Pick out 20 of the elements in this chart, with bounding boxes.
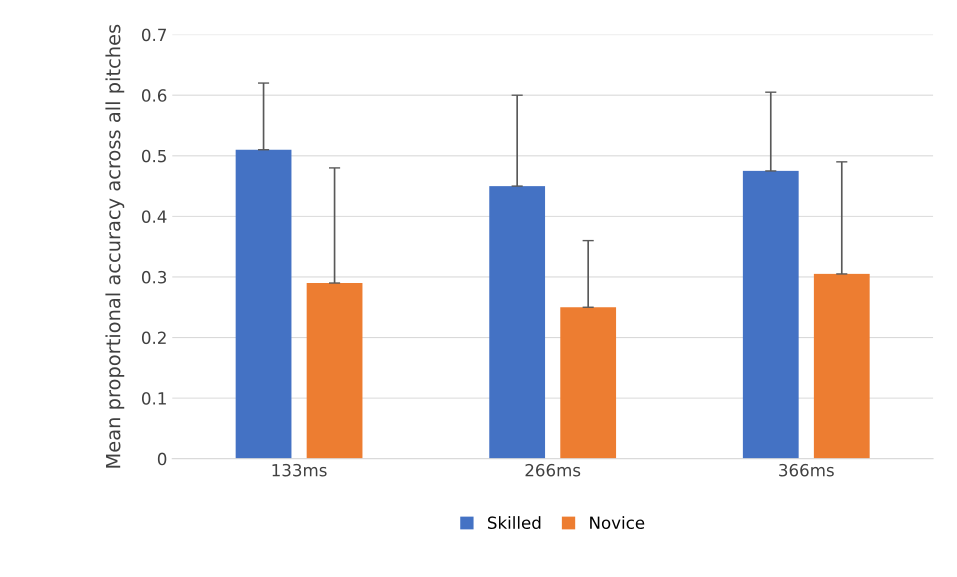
y-tick-label: 0.5: [142, 150, 166, 162]
bar: [814, 274, 870, 459]
legend-label: Novice: [590, 516, 644, 530]
y-axis-title: Mean proportional accuracy across all pitches: [105, 24, 124, 468]
y-tick-label: 0.3: [142, 270, 166, 284]
bar: [489, 186, 546, 459]
y-tick-label: 0.2: [142, 332, 166, 344]
legend-label: Skilled: [488, 516, 540, 530]
bar: [560, 307, 616, 459]
x-tick-label: 266ms: [526, 464, 580, 476]
y-tick-label: 0.6: [142, 89, 166, 102]
y-tick-label: 0.4: [142, 210, 166, 223]
y-tick-label: 0.7: [142, 28, 166, 42]
bar: [236, 150, 292, 459]
x-tick-label: 133ms: [272, 464, 327, 476]
y-tick-label: 0: [158, 452, 166, 466]
y-tick-label: 0.1: [142, 392, 166, 405]
x-tick-label: 366ms: [779, 464, 834, 476]
bar: [306, 283, 362, 459]
bar: [742, 170, 799, 459]
